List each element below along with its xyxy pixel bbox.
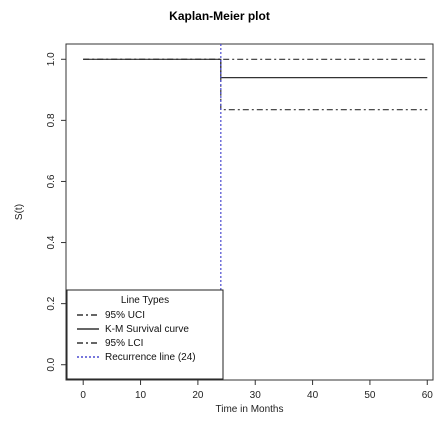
legend-box xyxy=(66,289,224,380)
y-tick-label: 0.2 xyxy=(46,296,57,310)
x-tick-label: 20 xyxy=(192,390,204,401)
x-axis-label: Time in Months xyxy=(216,404,284,415)
x-tick-label: 0 xyxy=(80,390,86,401)
x-tick-label: 30 xyxy=(250,390,262,401)
legend-title: Line Types xyxy=(121,295,169,306)
y-tick-label: 0.0 xyxy=(46,357,57,371)
legend-entry: 95% UCI xyxy=(105,310,145,321)
x-tick-label: 60 xyxy=(422,390,434,401)
axes-group: 0 10 20 30 40 50 60 0.0 0.2 0.4 0.6 0.8 1.0 xyxy=(46,43,434,401)
chart-title: Kaplan-Meier plot xyxy=(169,9,270,23)
legend-entry: 95% LCI xyxy=(105,338,143,349)
y-tick-label: 1.0 xyxy=(46,52,57,66)
plot-frame xyxy=(65,43,434,381)
x-tick-label: 50 xyxy=(364,390,376,401)
series-95-lci xyxy=(83,58,428,111)
legend: Line Types 95% UCI K-M Survival curve 95% L… xyxy=(66,289,224,380)
legend-entry: Recurrence line (24) xyxy=(105,352,196,363)
y-tick-label: 0.4 xyxy=(46,235,57,249)
x-tick-label: 40 xyxy=(307,390,319,401)
y-axis-label: S(t) xyxy=(14,204,25,220)
y-tick-label: 0.6 xyxy=(46,174,57,188)
legend-entry: K-M Survival curve xyxy=(105,324,189,335)
x-tick-label: 10 xyxy=(135,390,147,401)
y-tick-label: 0.8 xyxy=(46,113,57,127)
series-k-m-survival-curve xyxy=(83,58,428,79)
